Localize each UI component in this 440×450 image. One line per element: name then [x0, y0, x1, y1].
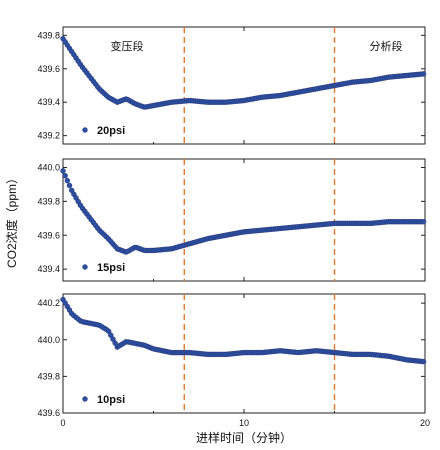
annotation-pressure-phase: 变压段 [111, 39, 144, 53]
legend-label: 20psi [97, 125, 125, 137]
x-tick-label: 0 [60, 418, 65, 428]
legend-marker [82, 127, 88, 133]
annotation-analysis-phase: 分析段 [370, 39, 403, 53]
y-tick-label: 439.8 [37, 196, 60, 206]
data-point [62, 173, 68, 179]
x-tick-label: 10 [239, 418, 249, 428]
y-tick-label: 439.6 [37, 408, 60, 418]
data-point [66, 182, 73, 189]
data-point [420, 358, 427, 365]
y-tick-label: 439.2 [37, 131, 60, 141]
legend-marker [82, 396, 88, 402]
y-axis-title: CO2浓度（ppm） [4, 172, 19, 268]
legend-label: 10psi [97, 394, 125, 406]
y-tick-label: 440.2 [37, 298, 60, 308]
y-tick-label: 439.8 [37, 371, 60, 381]
y-tick-label: 439.4 [37, 264, 60, 274]
y-tick-label: 439.6 [37, 230, 60, 240]
y-tick-label: 439.8 [37, 30, 60, 40]
x-axis-title: 进样时间（分钟） [196, 430, 292, 445]
legend-marker [82, 264, 88, 270]
data-point [420, 71, 427, 77]
y-tick-label: 439.4 [37, 97, 60, 107]
data-point [64, 177, 71, 184]
data-point [420, 218, 427, 225]
legend-label: 15psi [97, 262, 125, 274]
y-tick-label: 440.0 [37, 162, 60, 172]
y-tick-label: 440.0 [37, 335, 60, 345]
y-tick-label: 439.6 [37, 64, 60, 74]
data-point [60, 168, 66, 174]
x-tick-label: 20 [420, 418, 430, 428]
